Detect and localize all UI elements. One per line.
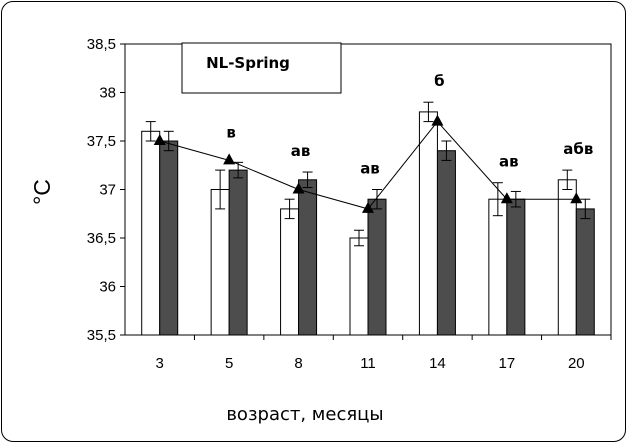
bar-series-2 [506, 198, 526, 336]
chart-title: NL-Spring [206, 54, 290, 72]
y-tick-label: 37,5 [87, 133, 116, 150]
triangle-marker [223, 153, 236, 165]
x-tick-label: 11 [360, 355, 376, 372]
y-tick-label: 38 [99, 85, 116, 102]
y-tick-label: 35,5 [87, 327, 116, 344]
x-axis-label: возраст, месяцы [226, 404, 383, 425]
y-axis-label: °C [29, 179, 55, 205]
triangle-marker [431, 114, 444, 126]
bar-series-1 [418, 111, 438, 336]
significance-label: ав [499, 153, 519, 171]
x-tick-label: 8 [294, 355, 302, 372]
bar-series-2 [575, 208, 595, 336]
significance-label: ав [360, 160, 380, 178]
y-tick-label: 37 [99, 182, 116, 199]
triangle-marker [362, 201, 374, 213]
significance-label: б [434, 72, 444, 90]
bar-series-1 [488, 198, 508, 336]
bar-series-2 [298, 179, 318, 336]
significance-label: ав [291, 142, 311, 160]
x-tick-label: 3 [156, 355, 164, 372]
triangle-marker [500, 192, 513, 204]
significance-label: абв [563, 140, 593, 158]
x-tick-label: 20 [568, 355, 585, 372]
x-tick-label: 17 [499, 355, 516, 372]
bar-series-1 [349, 237, 369, 336]
bar-series-2 [436, 150, 456, 336]
triangle-marker [153, 134, 166, 145]
triangle-marker [570, 192, 583, 204]
bar-series-1 [280, 208, 300, 336]
title-box [181, 42, 342, 94]
bar-series-2 [367, 198, 387, 336]
x-tick-label: 14 [429, 355, 446, 372]
significance-label: в [226, 123, 236, 141]
y-tick-label: 36 [99, 279, 116, 296]
bar-series-2 [159, 140, 179, 336]
bar-series-2 [228, 169, 248, 336]
bar-series-1 [210, 189, 230, 336]
x-tick-label: 5 [225, 355, 233, 372]
bar-series-1 [141, 130, 161, 336]
triangle-marker [292, 182, 305, 194]
y-tick-label: 36,5 [87, 230, 116, 247]
y-tick-label: 38,5 [87, 36, 116, 53]
